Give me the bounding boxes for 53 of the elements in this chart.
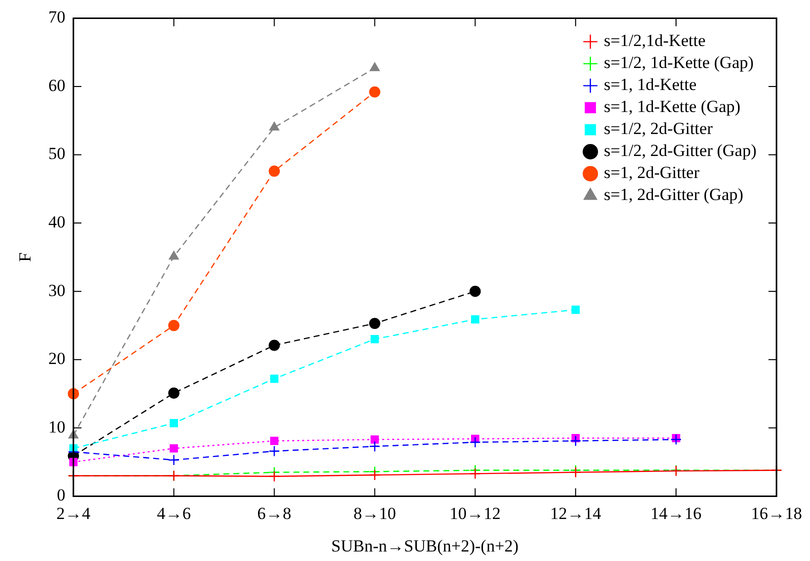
- y-tick-label: 20: [48, 349, 66, 368]
- y-tick-label: 10: [48, 417, 66, 436]
- legend-label: s=1/2,1d-Kette: [604, 31, 706, 50]
- point: [170, 419, 178, 428]
- x-tick-label: 16→18: [751, 504, 802, 523]
- x-tick-label: 4→6: [156, 504, 191, 523]
- point: [268, 446, 280, 457]
- y-tick-label: 0: [56, 486, 66, 505]
- point: [268, 166, 280, 177]
- point: [370, 435, 379, 444]
- x-tick-label: 14→16: [650, 504, 702, 523]
- legend-label: s=1/2, 2d-Gitter (Gap): [604, 141, 757, 160]
- point: [168, 387, 180, 399]
- y-tick-label: 70: [48, 8, 66, 27]
- point: [170, 444, 178, 453]
- point: [168, 454, 180, 466]
- y-axis-title: F: [16, 252, 35, 262]
- legend-label: s=1, 1d-Kette: [604, 75, 697, 94]
- legend-label: s=1, 1d-Kette (Gap): [604, 97, 740, 116]
- point: [470, 286, 481, 297]
- x-tick-label: 6→8: [257, 504, 292, 523]
- point: [269, 122, 280, 131]
- point: [370, 62, 380, 72]
- point: [268, 470, 280, 482]
- y-tick-label: 30: [48, 280, 66, 300]
- point: [369, 86, 380, 98]
- x-axis-title: SUBn-n→SUB(n+2)-(n+2): [331, 536, 519, 556]
- y-tick-label: 60: [48, 76, 66, 95]
- legend-label: s=1/2, 1d-Kette (Gap): [604, 53, 754, 72]
- x-tick-label: 2→4: [56, 504, 91, 523]
- point: [470, 468, 481, 480]
- point: [168, 250, 179, 260]
- point: [369, 318, 380, 330]
- point: [270, 436, 278, 446]
- legend-label: s=1, 2d-Gitter (Gap): [604, 185, 744, 204]
- point: [370, 335, 379, 344]
- x-tick-label: 8→10: [353, 504, 396, 523]
- point: [571, 306, 580, 314]
- point: [369, 440, 380, 452]
- x-tick-label: 12→14: [550, 504, 602, 523]
- point: [470, 436, 481, 448]
- legend-label: s=1/2, 2d-Gitter: [604, 119, 713, 138]
- point: [270, 374, 278, 383]
- legend-label: s=1, 2d-Gitter: [604, 163, 700, 182]
- point: [471, 315, 480, 324]
- point: [369, 469, 380, 481]
- x-tick-label: 10→12: [450, 504, 501, 523]
- y-tick-label: 40: [48, 212, 66, 232]
- point: [670, 434, 682, 446]
- point: [268, 340, 280, 351]
- y-tick-label: 50: [48, 144, 66, 164]
- point: [168, 320, 180, 332]
- point: [570, 435, 582, 446]
